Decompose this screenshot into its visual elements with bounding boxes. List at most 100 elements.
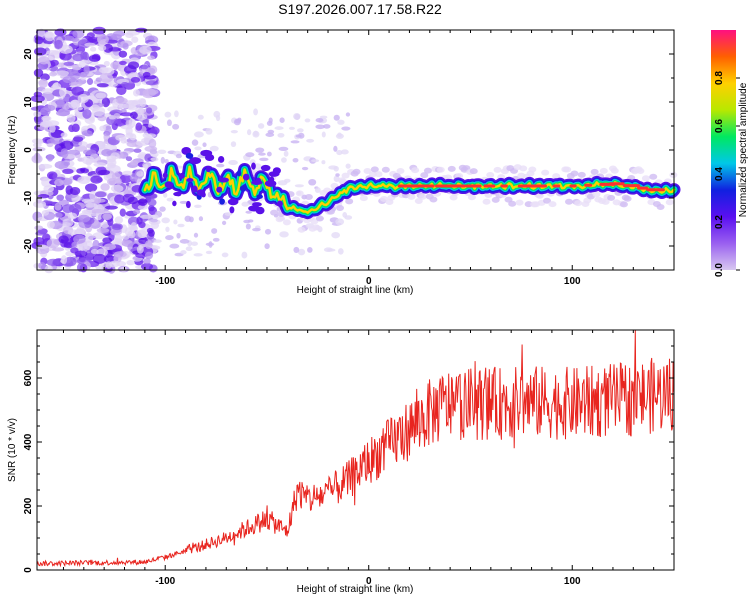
noise-blob: [216, 163, 225, 168]
noise-blob: [106, 158, 117, 167]
noise-blob: [140, 262, 154, 271]
noise-blob: [345, 163, 351, 169]
noise-blob: [46, 50, 60, 56]
halo-blob: [641, 175, 650, 182]
noise-blob: [38, 78, 48, 89]
noise-blob: [84, 42, 96, 47]
noise-blob: [71, 241, 78, 248]
noise-blob: [46, 154, 54, 162]
noise-blob: [159, 206, 166, 212]
noise-blob: [110, 152, 120, 160]
noise-blob: [46, 171, 58, 180]
colorbar-tick-label: 0.0: [714, 263, 725, 277]
noise-blob: [340, 149, 349, 155]
halo-blob: [315, 215, 324, 222]
noise-blob: [147, 198, 157, 207]
snr-y-axis: 0 200 400 600: [23, 345, 674, 573]
noise-blob: [126, 260, 135, 266]
noise-blob: [197, 114, 204, 120]
snr-x-label: Height of straight line (km): [297, 584, 414, 595]
noise-blob: [127, 196, 138, 205]
noise-blob: [331, 231, 341, 239]
noise-blob: [54, 212, 63, 218]
noise-blob: [49, 71, 58, 77]
noise-blob: [33, 200, 47, 208]
noise-blob: [241, 251, 248, 259]
y-tick-label: 10: [23, 96, 34, 108]
noise-blob: [110, 184, 124, 193]
halo-blob: [270, 209, 279, 216]
spectrogram-noise-cloud: [30, 26, 678, 274]
noise-blob: [132, 89, 140, 97]
noise-blob: [74, 145, 88, 152]
noise-blob: [119, 208, 126, 217]
noise-blob: [126, 141, 139, 148]
noise-blob: [321, 131, 326, 138]
y-tick-label: 0: [23, 147, 34, 153]
noise-blob: [165, 226, 170, 233]
colorbar-tick-label: 0.2: [714, 215, 725, 229]
noise-blob: [142, 132, 150, 138]
noise-blob: [100, 221, 110, 229]
noise-blob: [72, 53, 84, 62]
halo-blob: [610, 167, 619, 174]
noise-blob: [34, 225, 44, 231]
halo-blob: [590, 168, 599, 175]
noise-blob: [90, 248, 99, 254]
noise-blob: [143, 163, 149, 169]
noise-blob: [67, 212, 78, 220]
noise-blob: [110, 49, 122, 60]
noise-blob: [54, 39, 63, 49]
noise-blob: [163, 192, 168, 198]
noise-blob: [44, 265, 54, 274]
noise-blob: [81, 198, 95, 204]
noise-blob: [221, 252, 229, 258]
noise-blob: [114, 216, 124, 224]
noise-blob: [135, 140, 149, 146]
noise-blob: [245, 152, 255, 158]
noise-blob: [100, 183, 110, 191]
noise-blob: [105, 205, 118, 210]
noise-blob: [283, 178, 291, 183]
noise-blob: [70, 247, 79, 254]
noise-blob: [283, 150, 289, 157]
noise-blob: [98, 44, 107, 52]
ridge-fragment: [269, 176, 275, 184]
noise-blob: [41, 209, 50, 216]
noise-blob: [301, 166, 309, 171]
noise-blob: [245, 210, 252, 214]
noise-blob: [174, 110, 179, 118]
noise-blob: [161, 217, 170, 224]
y-tick-label: 400: [23, 433, 34, 450]
halo-blob: [469, 168, 478, 175]
noise-blob: [115, 177, 122, 185]
noise-blob: [279, 117, 285, 123]
ridge-fragment: [172, 200, 177, 207]
halo-blob: [310, 218, 319, 225]
noise-blob: [72, 64, 82, 71]
noise-blob: [77, 214, 91, 223]
noise-blob: [333, 165, 339, 172]
noise-blob: [127, 216, 140, 226]
noise-blob: [37, 43, 51, 48]
noise-blob: [193, 131, 204, 138]
noise-blob: [68, 203, 82, 214]
noise-blob: [293, 246, 300, 254]
noise-blob: [336, 150, 343, 156]
halo-blob: [411, 167, 420, 174]
noise-blob: [148, 123, 153, 128]
ridge-fragment: [256, 194, 263, 199]
noise-blob: [71, 86, 84, 96]
colorbar-tick-label: 0.8: [714, 71, 725, 85]
noise-blob: [185, 246, 193, 252]
noise-blob: [190, 241, 198, 246]
noise-blob: [129, 133, 137, 141]
noise-blob: [96, 83, 109, 88]
noise-blob: [65, 185, 73, 195]
halo-blob: [577, 171, 586, 178]
noise-blob: [46, 258, 60, 267]
x-tick-label: 100: [564, 576, 581, 587]
halo-blob: [599, 167, 608, 174]
